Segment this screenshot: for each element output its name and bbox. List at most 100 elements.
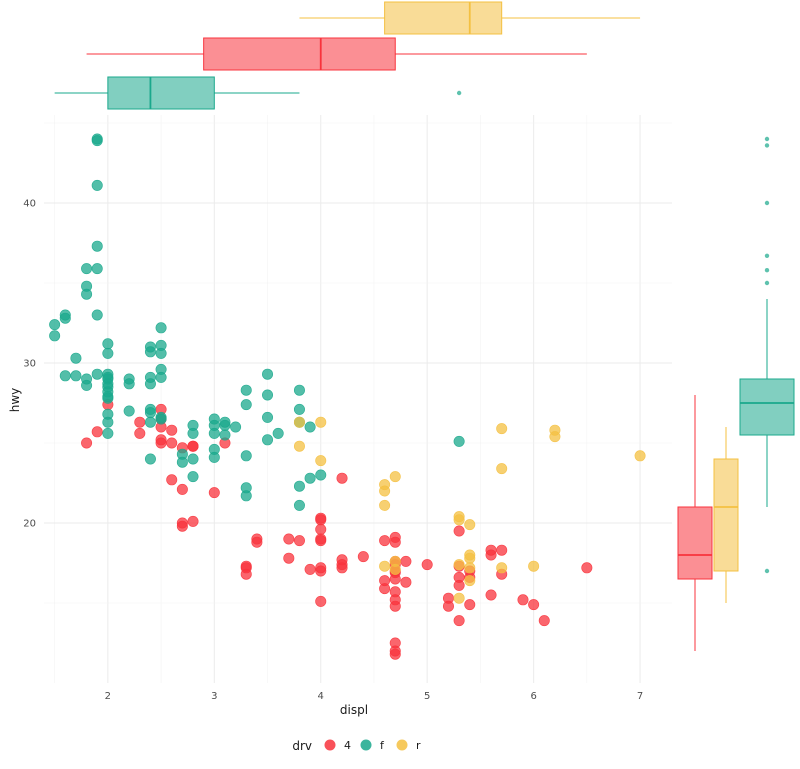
point-drv-4 [315,514,327,526]
right-box-r [713,458,739,572]
point-drv-4 [134,427,146,439]
point-drv-f [81,280,93,292]
point-drv-f [240,450,252,462]
point-drv-f [230,421,242,433]
point-drv-f [102,391,114,403]
legend-key-4 [324,739,336,751]
point-drv-r [464,549,476,561]
point-drv-4 [81,437,93,449]
point-drv-f [240,490,252,502]
right-box-outlier-f [764,280,770,286]
point-drv-4 [485,544,497,556]
point-drv-4 [134,416,146,428]
point-drv-r [389,471,401,483]
point-drv-4 [379,583,391,595]
point-drv-f [187,453,199,465]
point-drv-4 [496,544,508,556]
x-tick-label: 3 [211,691,217,702]
point-drv-f [70,370,82,382]
point-drv-r [464,575,476,587]
top-box-r [384,1,503,35]
point-drv-4 [400,576,412,588]
point-drv-r [496,463,508,475]
point-drv-4 [379,535,391,547]
right-box-outlier-f [764,136,770,142]
point-drv-r [389,563,401,575]
point-drv-4 [166,437,178,449]
x-tick-label: 4 [318,691,324,702]
point-drv-f [91,368,103,380]
point-drv-f [176,456,188,468]
point-drv-r [379,560,391,572]
point-drv-4 [538,615,550,627]
point-drv-4 [240,562,252,574]
point-drv-4 [155,434,167,446]
point-drv-f [81,373,93,385]
point-drv-f [272,427,284,439]
point-drv-f [293,499,305,511]
point-drv-f [187,427,199,439]
point-drv-f [59,309,71,321]
point-drv-f [315,469,327,481]
point-drv-4 [283,533,295,545]
point-drv-f [91,135,103,147]
point-drv-4 [400,555,412,567]
y-tick-label: 40 [23,199,36,210]
point-drv-4 [421,559,433,571]
point-drv-4 [283,552,295,564]
point-drv-r [315,416,327,428]
point-drv-4 [176,520,188,532]
point-drv-f [49,330,61,342]
point-drv-f [155,322,167,334]
point-drv-4 [293,535,305,547]
point-drv-r [293,416,305,428]
point-drv-4 [315,533,327,545]
point-drv-f [123,405,135,417]
legend-key-f [360,739,372,751]
point-drv-f [123,378,135,390]
scatter-points [49,133,646,660]
point-drv-4 [187,440,199,452]
point-drv-f [91,263,103,275]
y-tick-label: 30 [23,359,36,370]
point-drv-f [219,429,231,441]
y-tick-label: 20 [23,519,36,530]
point-drv-f [262,368,274,380]
point-drv-f [187,471,199,483]
grid-lines [44,115,672,683]
point-drv-4 [336,554,348,566]
point-drv-f [219,416,231,428]
point-drv-4 [357,551,369,563]
point-drv-4 [389,573,401,585]
top-marginal-boxplots [54,1,641,110]
point-drv-r [496,423,508,435]
point-drv-r [379,499,391,511]
point-drv-f [144,416,156,428]
x-tick-label: 7 [637,691,643,702]
point-drv-f [293,403,305,415]
point-drv-4 [453,525,465,537]
point-drv-f [262,389,274,401]
point-drv-r [464,519,476,531]
point-drv-4 [389,594,401,606]
point-drv-f [155,411,167,423]
point-drv-f [144,378,156,390]
legend-label-f: f [380,739,385,752]
point-drv-f [240,399,252,411]
point-drv-r [464,562,476,574]
point-drv-f [102,347,114,359]
legend: drv 4 f r [292,739,421,753]
point-drv-f [293,384,305,396]
point-drv-f [91,179,103,191]
x-axis-title: displ [340,703,368,717]
point-drv-f [81,263,93,275]
point-drv-f [144,346,156,358]
point-drv-4 [315,523,327,535]
point-drv-4 [315,595,327,607]
y-axis-title: hwy [8,388,22,413]
point-drv-f [304,472,316,484]
point-drv-4 [91,426,103,438]
point-drv-4 [251,536,263,548]
